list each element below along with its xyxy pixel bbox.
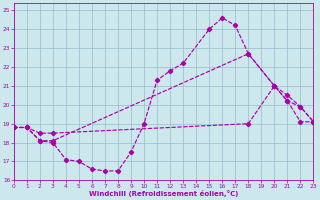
X-axis label: Windchill (Refroidissement éolien,°C): Windchill (Refroidissement éolien,°C) — [89, 190, 238, 197]
